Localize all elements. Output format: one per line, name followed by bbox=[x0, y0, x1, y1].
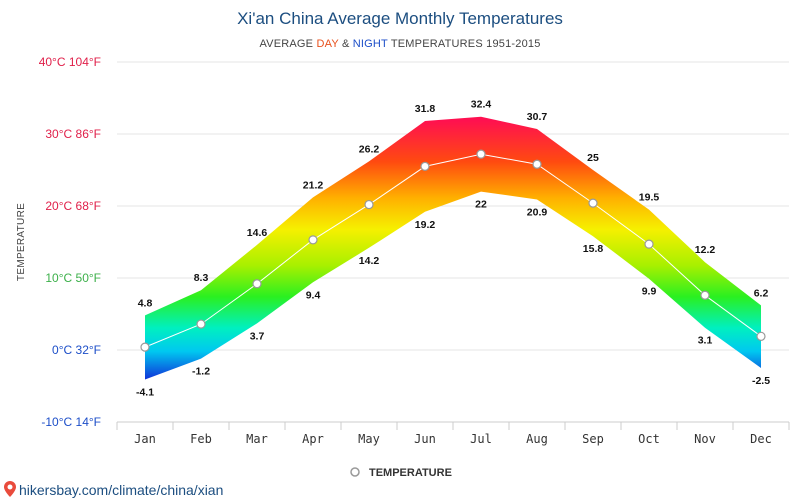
mean-point[interactable] bbox=[308, 235, 318, 245]
x-tick-label: Jan bbox=[134, 432, 156, 446]
day-value-label: 14.6 bbox=[247, 227, 268, 239]
x-tick-label: Dec bbox=[750, 432, 772, 446]
y-tick-label: 10°C 50°F bbox=[45, 271, 101, 285]
night-value-label: -1.2 bbox=[192, 366, 210, 378]
x-tick-label: Jul bbox=[470, 432, 492, 446]
night-value-label: -2.5 bbox=[752, 375, 770, 387]
mean-temperature-line bbox=[144, 153, 762, 348]
map-pin-icon bbox=[4, 481, 16, 497]
day-value-label: 25 bbox=[587, 152, 599, 164]
subtitle-amp: & bbox=[339, 38, 353, 50]
day-value-label: 8.3 bbox=[194, 272, 209, 284]
night-value-label: 22 bbox=[475, 199, 487, 211]
night-value-label: 19.2 bbox=[415, 219, 436, 231]
mean-point[interactable] bbox=[532, 159, 542, 169]
day-value-label: 21.2 bbox=[303, 179, 324, 191]
x-tick-label: May bbox=[358, 432, 380, 446]
day-value-label: 6.2 bbox=[754, 287, 769, 299]
legend-label: TEMPERATURE bbox=[369, 467, 452, 479]
night-value-label: 3.7 bbox=[250, 330, 265, 342]
x-tick-label: Oct bbox=[638, 432, 660, 446]
legend-marker bbox=[350, 467, 360, 477]
x-tick-label: Nov bbox=[694, 432, 716, 446]
subtitle-day: DAY bbox=[316, 38, 339, 50]
mean-point[interactable] bbox=[420, 161, 430, 171]
x-tick-label: Mar bbox=[246, 432, 268, 446]
x-tick-label: Apr bbox=[302, 432, 324, 446]
y-tick-label: 0°C 32°F bbox=[52, 343, 101, 357]
subtitle-suffix: TEMPERATURES 1951-2015 bbox=[388, 38, 541, 50]
y-axis-label: TEMPERATURE bbox=[16, 203, 27, 281]
day-value-label: 12.2 bbox=[695, 244, 716, 256]
mean-point[interactable] bbox=[588, 198, 598, 208]
mean-point[interactable] bbox=[476, 149, 486, 159]
source-url: hikersbay.com/climate/china/xian bbox=[19, 482, 223, 498]
chart-subtitle: AVERAGE DAY & NIGHT TEMPERATURES 1951-20… bbox=[259, 38, 540, 50]
day-value-label: 26.2 bbox=[359, 143, 380, 155]
legend[interactable]: TEMPERATURE bbox=[350, 467, 452, 479]
x-tick-label: Feb bbox=[190, 432, 212, 446]
day-value-label: 32.4 bbox=[471, 99, 492, 111]
night-value-label: 15.8 bbox=[583, 243, 604, 255]
y-tick-label: -10°C 14°F bbox=[41, 415, 101, 429]
x-axis bbox=[116, 421, 790, 430]
night-value-label: 20.9 bbox=[527, 207, 548, 219]
mean-temperature-markers bbox=[140, 149, 766, 352]
x-axis-ticks: Jan Feb Mar Apr May Jun Jul Aug Sep Oct Nov Dec bbox=[134, 432, 772, 446]
chart-title: Xi'an China Average Monthly Temperatures bbox=[237, 9, 563, 28]
mean-point[interactable] bbox=[700, 290, 710, 300]
x-tick-label: Sep bbox=[582, 432, 604, 446]
night-value-label: -4.1 bbox=[136, 387, 154, 399]
day-night-range-band bbox=[145, 116, 761, 380]
subtitle-night: NIGHT bbox=[353, 38, 388, 50]
mean-point[interactable] bbox=[756, 331, 766, 341]
night-value-label: 9.9 bbox=[642, 286, 657, 298]
night-value-label: 3.1 bbox=[698, 335, 713, 347]
y-tick-label: 20°C 68°F bbox=[45, 199, 101, 213]
mean-point[interactable] bbox=[196, 319, 206, 329]
x-tick-label: Aug bbox=[526, 432, 548, 446]
grid-lines bbox=[117, 61, 789, 423]
night-value-labels: -4.1 -1.2 3.7 9.4 14.2 19.2 22 20.9 15.8 9.9 3.1 -2… bbox=[136, 199, 770, 399]
night-value-label: 9.4 bbox=[306, 289, 321, 301]
day-value-label: 30.7 bbox=[527, 111, 548, 123]
y-tick-label: 40°C 104°F bbox=[39, 55, 101, 69]
night-value-label: 14.2 bbox=[359, 255, 380, 267]
mean-point[interactable] bbox=[644, 239, 654, 249]
subtitle-prefix: AVERAGE bbox=[259, 38, 316, 50]
x-tick-label: Jun bbox=[414, 432, 436, 446]
day-value-label: 31.8 bbox=[415, 103, 436, 115]
y-axis-ticks: 40°C 104°F 30°C 86°F 20°C 68°F 10°C 50°F 0°C… bbox=[39, 55, 101, 429]
day-value-labels: 4.8 8.3 14.6 21.2 26.2 31.8 32.4 30.7 25 19.5 12.2… bbox=[138, 99, 769, 310]
day-value-label: 4.8 bbox=[138, 297, 153, 309]
source-link[interactable]: hikersbay.com/climate/china/xian bbox=[4, 481, 223, 498]
mean-point[interactable] bbox=[364, 199, 374, 210]
day-value-label: 19.5 bbox=[639, 192, 660, 204]
y-tick-label: 30°C 86°F bbox=[45, 127, 101, 141]
mean-point[interactable] bbox=[140, 342, 150, 352]
mean-point[interactable] bbox=[252, 279, 262, 289]
